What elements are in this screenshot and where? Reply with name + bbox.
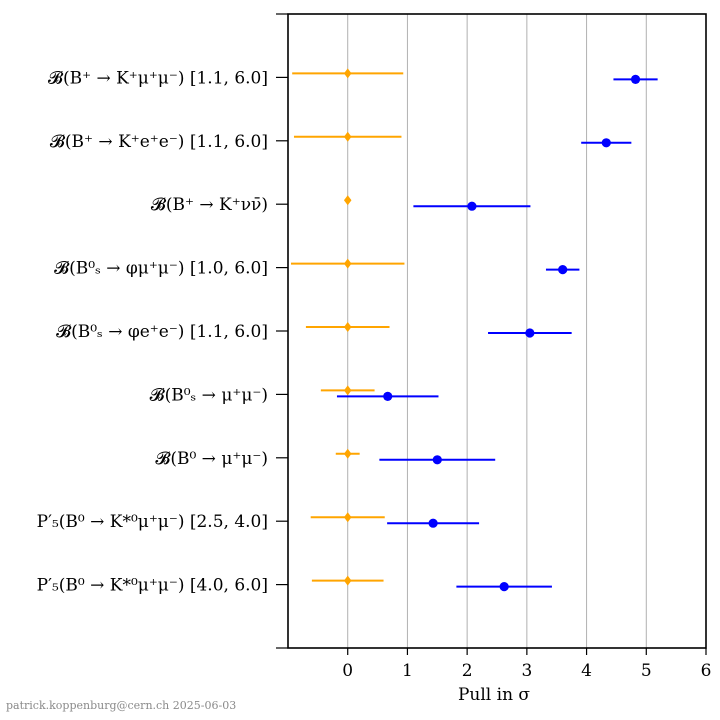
data-point-diamond	[343, 322, 352, 332]
x-axis-title: Pull in σ	[458, 685, 530, 705]
data-point-circle	[467, 201, 477, 211]
category-label: 𝓑(B⁺ → K⁺e⁺e⁻) [1.1, 6.0]	[50, 132, 268, 152]
x-tick-label-1: 1	[402, 661, 413, 681]
data-point-diamond	[343, 385, 352, 396]
x-tick-label-2: 2	[462, 661, 473, 681]
x-tick-label-5: 5	[641, 661, 652, 681]
data-point-diamond	[343, 195, 352, 206]
x-ticks: 0 1 2 3 4 5 6	[342, 648, 711, 681]
data-point-circle	[630, 74, 641, 84]
data-point-diamond	[343, 512, 352, 523]
data-point-circle	[525, 328, 535, 338]
category-label: 𝓑(B⁺ → K⁺μ⁺μ⁻) [1.1, 6.0]	[48, 68, 268, 88]
data-point-circle	[428, 518, 438, 528]
y-ticks	[276, 13, 288, 649]
y-category-labels: 𝓑(B⁺ → K⁺μ⁺μ⁻) [1.1, 6.0] 𝓑(B⁺ → K⁺e⁺e⁻) …	[37, 68, 268, 595]
data-point-circle	[499, 582, 509, 592]
x-tick-label-3: 3	[521, 661, 532, 681]
x-tick-label-0: 0	[342, 661, 353, 681]
category-label: P′₅(B⁰ → K*⁰μ⁺μ⁻) [4.0, 6.0]	[37, 576, 268, 596]
category-label: 𝓑(B⁺ → K⁺νν̄)	[151, 195, 268, 215]
series-layer	[290, 68, 658, 592]
category-label: 𝓑(B⁰ → μ⁺μ⁻)	[155, 449, 268, 469]
vertical-gridlines	[347, 14, 647, 648]
footer-date: 2025-06-03	[172, 699, 237, 712]
category-label: 𝓑(B⁰ₛ → φμ⁺μ⁻) [1.0, 6.0]	[54, 259, 268, 279]
category-label: 𝓑(B⁰ₛ → φe⁺e⁻) [1.1, 6.0]	[56, 322, 268, 342]
x-tick-label-4: 4	[581, 661, 592, 681]
plot-frame	[287, 13, 707, 649]
data-point-circle	[601, 138, 611, 148]
footer-author: patrick.koppenburg@cern.ch	[6, 699, 170, 712]
data-point-diamond	[343, 575, 352, 586]
data-point-circle	[432, 455, 442, 465]
data-point-diamond	[343, 258, 352, 269]
data-point-diamond	[343, 68, 352, 79]
category-label: 𝓑(B⁰ₛ → μ⁺μ⁻)	[150, 385, 268, 405]
x-tick-label-6: 6	[701, 661, 712, 681]
data-point-diamond	[343, 131, 352, 142]
footer: patrick.koppenburg@cern.ch 2025-06-03	[6, 699, 236, 712]
category-label: P′₅(B⁰ → K*⁰μ⁺μ⁻) [2.5, 4.0]	[37, 512, 268, 532]
data-point-diamond	[343, 448, 352, 459]
data-point-circle	[558, 265, 568, 275]
data-point-circle	[383, 391, 393, 401]
